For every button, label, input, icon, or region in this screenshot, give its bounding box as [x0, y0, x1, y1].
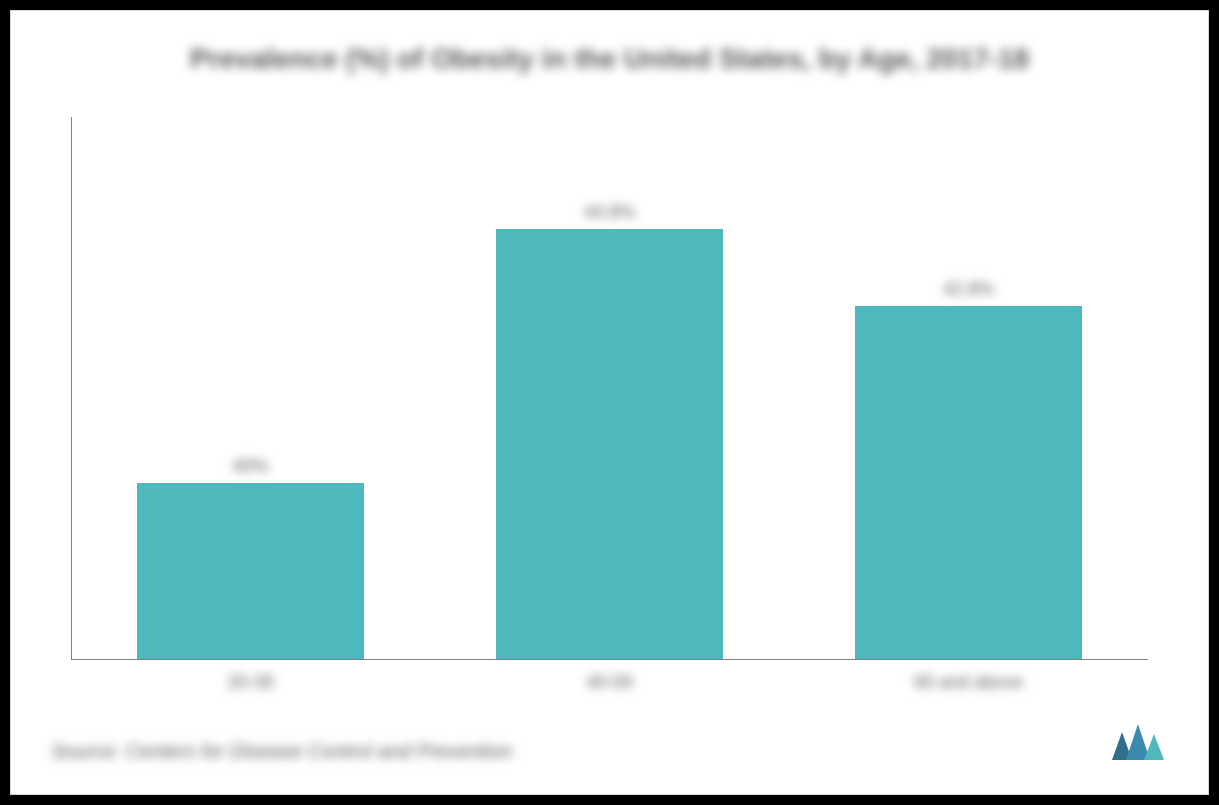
chart-container: Prevalence (%) of Obesity in the United …: [10, 10, 1209, 795]
x-axis-labels: 20-39 40-59 60 and above: [71, 664, 1148, 700]
bar-group-0: 40%: [89, 456, 412, 659]
x-label: 60 and above: [807, 664, 1130, 700]
x-axis-line: [71, 659, 1148, 660]
chart-title: Prevalence (%) of Obesity in the United …: [51, 41, 1168, 77]
bar: [137, 483, 363, 659]
bar: [496, 229, 722, 659]
mordor-logo-icon: [1108, 720, 1168, 764]
bar-group-2: 42.8%: [807, 279, 1130, 659]
bar-group-1: 44.8%: [448, 202, 771, 659]
x-label: 40-59: [448, 664, 771, 700]
bar-value-label: 44.8%: [584, 202, 635, 223]
bars-group: 40% 44.8% 42.8%: [71, 117, 1148, 659]
footer-row: Source: Centers for Disease Control and …: [51, 720, 1168, 764]
source-text: Source: Centers for Disease Control and …: [51, 741, 512, 764]
bar-value-label: 42.8%: [943, 279, 994, 300]
plot-area: 40% 44.8% 42.8% 20-39 40-59 60 and above: [51, 117, 1168, 700]
bar-value-label: 40%: [232, 456, 268, 477]
x-label: 20-39: [89, 664, 412, 700]
bar: [855, 306, 1081, 659]
